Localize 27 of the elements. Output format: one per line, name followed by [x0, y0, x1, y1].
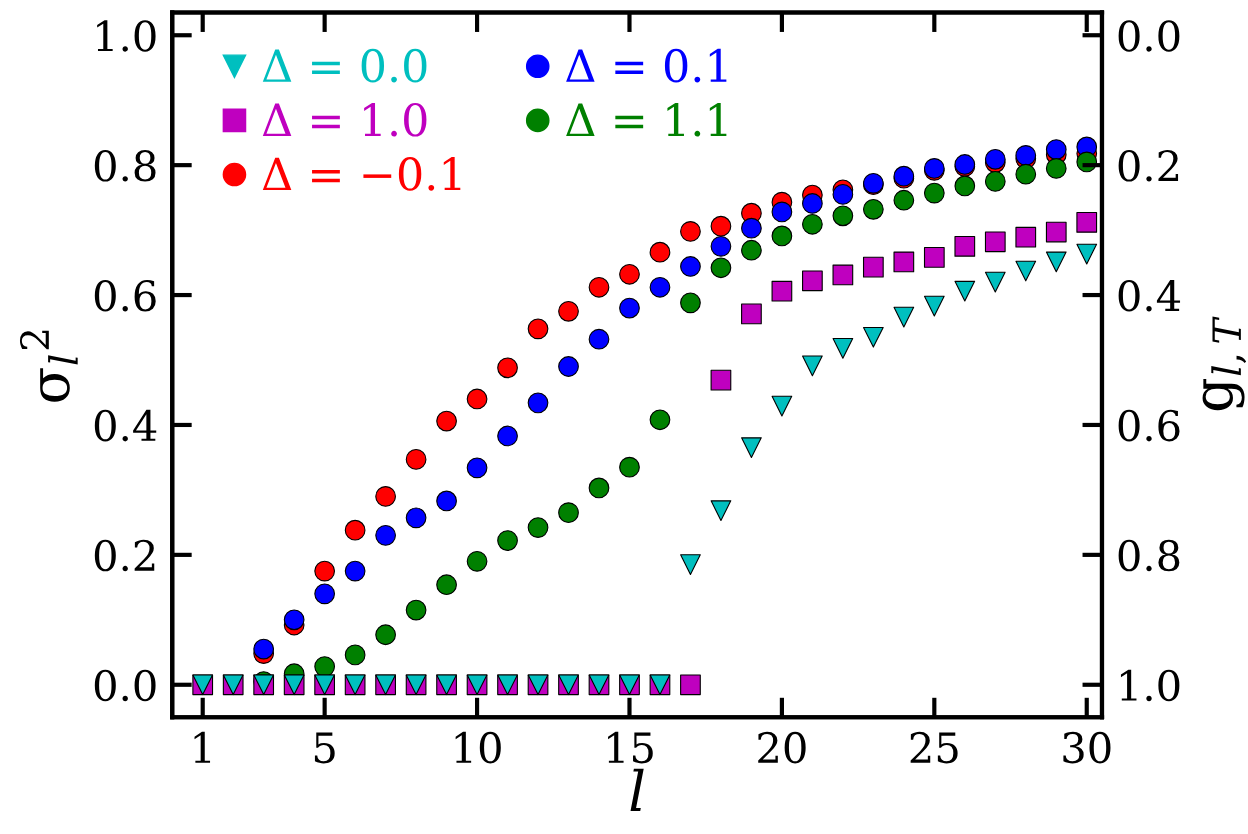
- y2-tick-label: 0.4: [1118, 279, 1181, 312]
- legend-label: Δ = 1.0: [262, 102, 427, 137]
- x-tick-label: 1: [194, 731, 211, 763]
- y-tick-label: 1.0: [97, 20, 156, 52]
- legend-label: Δ = 0.1: [566, 48, 727, 83]
- y2-tick-label: 0.2: [1118, 150, 1179, 182]
- y2-tick-label: 0.0: [1118, 20, 1180, 52]
- legend-label: Δ = −0.1: [262, 157, 461, 191]
- y2-tick-label: 0.8: [1118, 539, 1180, 572]
- y-tick-label: 0.4: [94, 409, 157, 442]
- x-tick-label: 10: [455, 731, 501, 764]
- x-tick-label: 25: [910, 731, 958, 764]
- y-tick-label: 0.2: [94, 539, 155, 572]
- y-axis-title: σ$_{l}$$^{2}$: [19, 330, 78, 402]
- x-tick-label: 15: [608, 731, 653, 764]
- y2-tick-label: 1.0: [1120, 669, 1180, 702]
- y-tick-label: 0.8: [94, 150, 156, 182]
- legend-label: Δ = 0.0: [262, 48, 427, 83]
- y2-axis-title: g$_{l,T}$: [1202, 316, 1247, 411]
- legend-label: Δ = 1.1: [566, 102, 727, 137]
- x-axis-title: l: [630, 768, 644, 811]
- x-tick-label: 30: [1063, 731, 1111, 764]
- y-tick-label: 0.0: [94, 669, 156, 702]
- y2-tick-label: 0.6: [1118, 409, 1180, 442]
- x-tick-label: 20: [758, 731, 806, 764]
- y-tick-label: 0.6: [94, 279, 156, 312]
- x-tick-label: 5: [314, 732, 335, 764]
